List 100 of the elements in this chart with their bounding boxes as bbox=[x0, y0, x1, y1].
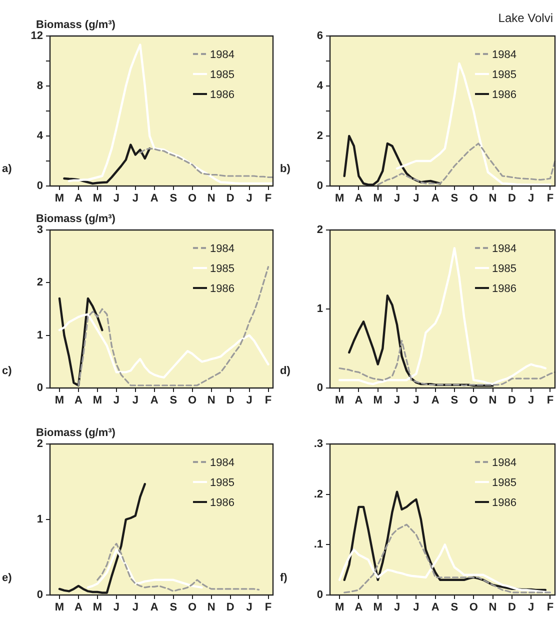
y-tick-label: 0 bbox=[316, 589, 323, 602]
x-tick-label: J bbox=[413, 192, 420, 205]
legend-label: 1986 bbox=[492, 497, 516, 509]
legend-label: 1986 bbox=[210, 283, 234, 295]
x-tick-label: A bbox=[74, 192, 82, 205]
legend-label: 1986 bbox=[492, 89, 516, 101]
legend-label: 1984 bbox=[492, 243, 516, 255]
y-tick-label: 0 bbox=[36, 382, 43, 394]
text: f) bbox=[280, 572, 288, 584]
x-tick-label: A bbox=[150, 602, 158, 614]
x-tick-label: D bbox=[226, 602, 234, 614]
y-tick-label: 1 bbox=[36, 329, 43, 342]
line-series bbox=[139, 148, 274, 178]
x-tick-label: A bbox=[431, 192, 440, 205]
x-tick-label: A bbox=[354, 192, 363, 205]
x-tick-label: A bbox=[150, 394, 158, 407]
x-tick-label: M bbox=[373, 192, 382, 205]
x-tick-label: S bbox=[170, 394, 178, 407]
x-tick-label: D bbox=[508, 394, 516, 407]
x-tick-label: M bbox=[92, 394, 102, 407]
x-tick-label: J bbox=[132, 394, 138, 407]
x-tick-label: M bbox=[334, 602, 344, 614]
x-tick-label: A bbox=[354, 394, 363, 407]
y-tick-label: 4 bbox=[36, 130, 44, 142]
x-tick-label: N bbox=[488, 394, 497, 407]
x-tick-label: M bbox=[54, 192, 64, 205]
legend-label: 1984 bbox=[492, 49, 516, 61]
x-tick-label: J bbox=[246, 394, 252, 407]
x-tick-label: S bbox=[450, 394, 458, 407]
x-tick-label: A bbox=[431, 394, 440, 407]
x-tick-label: M bbox=[334, 192, 344, 205]
x-tick-label: M bbox=[373, 394, 382, 407]
y-tick-label: 2 bbox=[316, 130, 323, 142]
x-tick-label: M bbox=[334, 394, 344, 407]
x-tick-label: J bbox=[413, 602, 420, 614]
legend-label: 1985 bbox=[210, 477, 234, 489]
x-tick-label: O bbox=[469, 394, 478, 407]
x-tick-label: N bbox=[207, 394, 216, 407]
y-tick-label: 3 bbox=[36, 224, 43, 236]
line-series bbox=[96, 542, 260, 592]
x-tick-label: J bbox=[394, 394, 400, 407]
x-tick-label: M bbox=[54, 394, 64, 407]
x-tick-label: A bbox=[150, 192, 158, 205]
legend-label: 1985 bbox=[492, 477, 516, 489]
text: d) bbox=[280, 365, 291, 377]
x-tick-label: J bbox=[394, 192, 400, 205]
x-tick-label: D bbox=[226, 394, 234, 407]
legend-label: 1985 bbox=[492, 263, 516, 275]
x-tick-label: J bbox=[246, 192, 252, 205]
text: e) bbox=[2, 572, 12, 584]
x-tick-label: F bbox=[264, 192, 272, 205]
x-tick-label: S bbox=[450, 602, 458, 614]
x-tick-label: J bbox=[113, 394, 120, 407]
y-axis-title: Biomass (g/m³) bbox=[36, 19, 116, 31]
x-tick-label: D bbox=[508, 192, 516, 205]
x-tick-label: F bbox=[546, 192, 554, 205]
y-tick-label: 0 bbox=[36, 589, 43, 602]
chart-title: Lake Volvi bbox=[498, 11, 553, 25]
legend-label: 1984 bbox=[210, 457, 234, 469]
legend-label: 1986 bbox=[492, 283, 516, 295]
x-tick-label: S bbox=[450, 192, 458, 205]
x-tick-label: O bbox=[188, 192, 198, 205]
x-tick-label: J bbox=[113, 602, 120, 614]
x-tick-label: M bbox=[373, 602, 382, 614]
y-tick-label: 1 bbox=[316, 303, 323, 316]
y-tick-label: .3 bbox=[314, 438, 323, 450]
line-series bbox=[78, 266, 270, 386]
x-tick-label: J bbox=[113, 192, 120, 205]
x-tick-label: A bbox=[74, 602, 82, 614]
x-tick-label: F bbox=[546, 394, 554, 407]
x-tick-label: N bbox=[207, 602, 216, 614]
x-tick-label: N bbox=[488, 602, 497, 614]
x-tick-label: O bbox=[469, 192, 478, 205]
x-tick-label: O bbox=[469, 602, 478, 614]
x-tick-label: J bbox=[246, 602, 252, 614]
y-tick-label: 0 bbox=[36, 180, 43, 192]
legend-label: 1984 bbox=[210, 49, 234, 61]
text: c) bbox=[2, 365, 12, 377]
text: b) bbox=[280, 163, 291, 175]
legend-label: 1985 bbox=[210, 69, 234, 81]
legend-label: 1986 bbox=[210, 89, 234, 101]
x-tick-label: A bbox=[431, 602, 440, 614]
x-tick-label: N bbox=[207, 192, 216, 205]
x-tick-label: J bbox=[394, 602, 400, 614]
x-tick-label: D bbox=[508, 602, 516, 614]
x-tick-label: M bbox=[54, 602, 64, 614]
y-tick-label: 0 bbox=[316, 382, 323, 394]
line-series bbox=[344, 524, 552, 594]
legend-label: 1985 bbox=[210, 263, 234, 275]
x-tick-label: A bbox=[354, 602, 363, 614]
x-tick-label: O bbox=[188, 602, 198, 614]
x-tick-label: F bbox=[264, 602, 272, 614]
y-tick-label: 1 bbox=[36, 514, 43, 526]
x-tick-label: A bbox=[74, 394, 82, 407]
y-tick-label: .1 bbox=[314, 538, 323, 551]
y-tick-label: 4 bbox=[316, 80, 324, 92]
x-tick-label: N bbox=[488, 192, 497, 205]
x-tick-label: J bbox=[132, 192, 138, 205]
x-tick-label: M bbox=[92, 602, 102, 614]
y-tick-label: 6 bbox=[316, 30, 323, 42]
